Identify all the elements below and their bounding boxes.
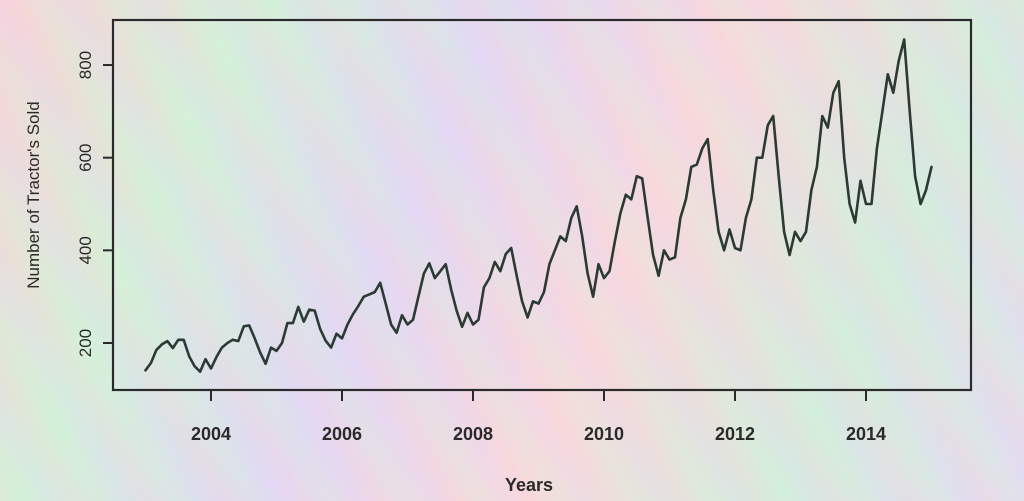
y-axis-title: Number of Tractor's Sold	[24, 101, 43, 289]
x-axis-title: Years	[505, 475, 554, 495]
x-tick-label: 2010	[584, 424, 624, 444]
y-tick-label: 800	[76, 51, 95, 79]
y-tick-label: 200	[76, 329, 95, 357]
x-axis	[210, 390, 867, 401]
x-tick-label: 2014	[846, 424, 886, 444]
x-tick-label: 2006	[322, 424, 362, 444]
x-tick-label: 2008	[453, 424, 493, 444]
x-tick-label: 2012	[715, 424, 755, 444]
y-tick-labels: 200 400 600 800	[76, 51, 95, 357]
y-tick-label: 600	[76, 143, 95, 171]
tractor-sales-line	[144, 38, 933, 374]
plot-frame	[111, 18, 973, 392]
x-tick-labels: 2004 2006 2008 2010 2012 2014	[191, 424, 886, 444]
x-tick-label: 2004	[191, 424, 231, 444]
y-tick-label: 400	[76, 236, 95, 264]
y-axis	[103, 64, 113, 344]
